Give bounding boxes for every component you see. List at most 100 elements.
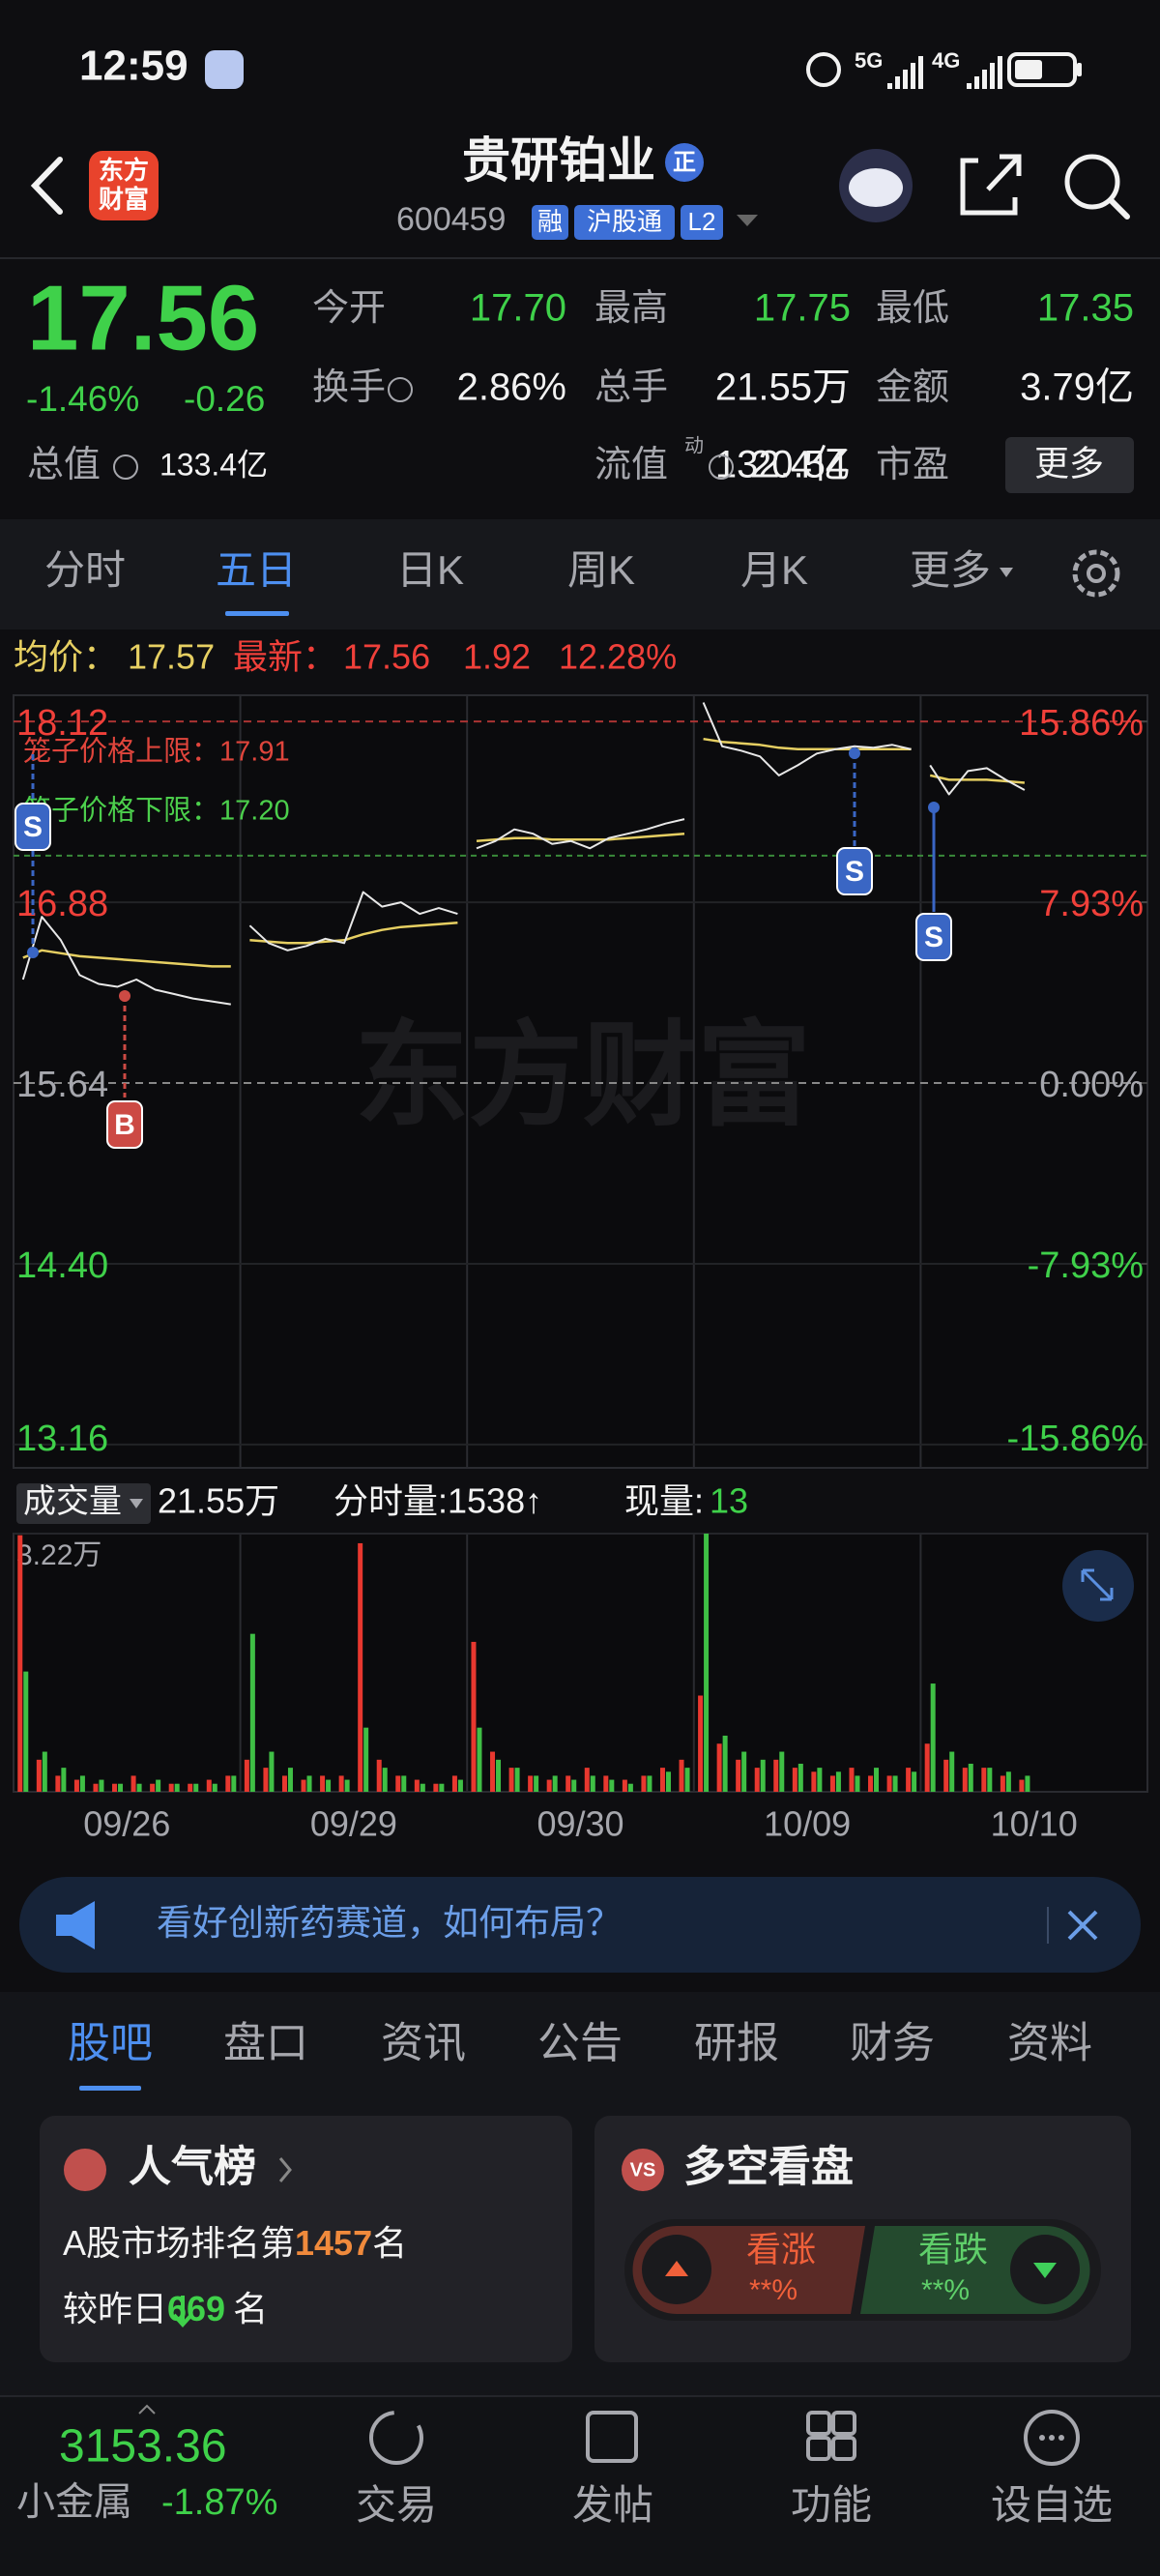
info-icon bbox=[113, 454, 138, 480]
section-tab[interactable]: 研报 bbox=[694, 2020, 779, 2067]
field-value: 132.4亿 bbox=[715, 444, 851, 486]
period-tab[interactable]: 五日 bbox=[216, 547, 297, 593]
share-icon[interactable] bbox=[960, 154, 1022, 216]
volume-bar bbox=[665, 1771, 671, 1792]
settings-icon[interactable] bbox=[1072, 549, 1120, 598]
price-line bbox=[248, 891, 458, 951]
price-line bbox=[702, 702, 912, 776]
nav-label[interactable]: 交易 bbox=[356, 2482, 437, 2528]
avg-line bbox=[703, 737, 912, 751]
nav-label[interactable]: 发帖 bbox=[572, 2482, 653, 2528]
avg-line bbox=[249, 921, 458, 945]
volume-frame bbox=[13, 1533, 1148, 1793]
tag: 沪股通 bbox=[587, 207, 662, 236]
chevron bbox=[278, 2157, 292, 2182]
volume-bar bbox=[439, 1783, 445, 1792]
volume-bar bbox=[1000, 1775, 1005, 1792]
field-value: 17.35 bbox=[1037, 287, 1134, 330]
period-tab[interactable]: 日K bbox=[396, 547, 464, 593]
bear-label: 看跌 bbox=[918, 2230, 988, 2269]
volume-bar bbox=[981, 1768, 987, 1792]
last-label: 最新： bbox=[233, 637, 337, 677]
banner[interactable] bbox=[19, 1877, 1141, 1973]
tag: 融 bbox=[537, 207, 563, 236]
nav-label[interactable]: 功能 bbox=[791, 2482, 872, 2528]
y-tick-label: 16.88 bbox=[16, 884, 108, 924]
period-tab[interactable]: 周K bbox=[567, 547, 635, 593]
right-tick-label: 15.86% bbox=[1019, 703, 1144, 744]
more-button[interactable] bbox=[1005, 437, 1134, 493]
bottom-nav bbox=[0, 2396, 1160, 2576]
volume-bar bbox=[590, 1775, 595, 1792]
index-name: 小金属 bbox=[16, 2481, 132, 2524]
volume-bar bbox=[968, 1763, 973, 1792]
price-line bbox=[21, 916, 231, 1006]
change-amount: -0.26 bbox=[184, 379, 265, 419]
volume-bar bbox=[93, 1783, 99, 1792]
marker-badge bbox=[836, 847, 873, 895]
volume-bar bbox=[528, 1775, 534, 1792]
volume-bar bbox=[1005, 1771, 1011, 1792]
volume-bar bbox=[168, 1783, 174, 1792]
volume-bar bbox=[779, 1751, 785, 1792]
field-value: 3.79亿 bbox=[1020, 366, 1134, 409]
robot-face bbox=[849, 168, 903, 207]
nav-icon bbox=[586, 2411, 638, 2463]
volume-bar bbox=[244, 1759, 249, 1792]
volume-bar bbox=[376, 1759, 382, 1792]
nav-label[interactable]: 设自选 bbox=[991, 2482, 1113, 2528]
volume-bar bbox=[193, 1783, 199, 1792]
avg-line bbox=[476, 832, 685, 843]
volume-bar bbox=[17, 1535, 23, 1792]
y-tick-label: 18.12 bbox=[16, 703, 108, 744]
index-value[interactable]: 3153.36 bbox=[59, 2421, 227, 2473]
section-tab[interactable]: 盘口 bbox=[223, 2020, 308, 2067]
banner-text[interactable]: 看好创新药赛道，如何布局？ bbox=[157, 1903, 622, 1943]
search-icon[interactable] bbox=[1064, 154, 1120, 210]
field-label: 今开 bbox=[312, 288, 386, 329]
volume-bar bbox=[798, 1763, 803, 1792]
section-tab[interactable]: 财务 bbox=[850, 2020, 935, 2067]
period-tab[interactable]: 更多 bbox=[910, 547, 991, 593]
up-triangle bbox=[665, 2261, 688, 2276]
tab-bar bbox=[0, 519, 1160, 629]
nav-icon bbox=[831, 2411, 856, 2436]
volume-bar bbox=[326, 1779, 332, 1792]
section-tab[interactable]: 资讯 bbox=[381, 2020, 466, 2067]
close-icon[interactable] bbox=[1067, 1910, 1098, 1941]
volume-total: 21.55万 bbox=[158, 1481, 279, 1521]
volume-bar bbox=[886, 1775, 892, 1792]
period-tab[interactable]: 月K bbox=[740, 547, 808, 593]
back-button[interactable] bbox=[30, 157, 63, 215]
volume-bar bbox=[42, 1751, 47, 1792]
nav-icon bbox=[806, 2411, 831, 2436]
rank-card[interactable] bbox=[40, 2116, 572, 2362]
period-tab[interactable]: 分时 bbox=[44, 547, 126, 593]
volume-bar bbox=[156, 1779, 161, 1792]
marker-badge bbox=[106, 1100, 143, 1149]
more-button-label[interactable]: 更多 bbox=[1034, 444, 1104, 483]
volume-bar bbox=[835, 1771, 841, 1792]
nav-icon bbox=[1024, 2410, 1080, 2466]
tab-dropdown bbox=[1000, 568, 1013, 577]
compare-prefix: 较昨日 bbox=[63, 2289, 167, 2328]
volume-bar bbox=[136, 1783, 142, 1792]
section-tab[interactable]: 股吧 bbox=[68, 2020, 153, 2067]
network-label: 5G bbox=[855, 48, 883, 73]
y-tick-label: 15.64 bbox=[16, 1065, 108, 1105]
volume-selector[interactable] bbox=[16, 1483, 151, 1524]
volume-bar bbox=[401, 1775, 407, 1792]
volume-bar bbox=[36, 1759, 42, 1792]
volume-bar bbox=[817, 1768, 823, 1792]
volume-bar bbox=[679, 1759, 684, 1792]
volume-bar bbox=[73, 1779, 79, 1792]
section-tab[interactable]: 公告 bbox=[537, 2020, 623, 2067]
volume-bar bbox=[811, 1771, 817, 1792]
volume-bar bbox=[741, 1751, 747, 1792]
section-tab[interactable]: 资料 bbox=[1007, 2020, 1092, 2067]
date-label: 09/29 bbox=[310, 1804, 397, 1844]
volume-bar bbox=[338, 1775, 344, 1792]
signal-bar bbox=[998, 56, 1002, 89]
right-tick-label: 0.00% bbox=[1039, 1065, 1144, 1105]
volume-selector-label[interactable]: 成交量 bbox=[23, 1483, 122, 1520]
